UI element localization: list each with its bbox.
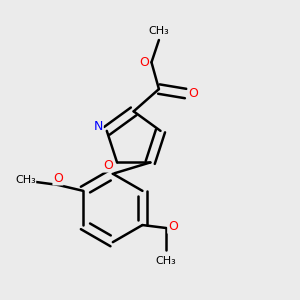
Text: O: O xyxy=(139,56,149,69)
Text: O: O xyxy=(53,172,63,185)
Text: N: N xyxy=(94,120,103,133)
Text: CH₃: CH₃ xyxy=(156,256,177,266)
Text: O: O xyxy=(103,159,113,172)
Text: CH₃: CH₃ xyxy=(148,26,169,36)
Text: CH₃: CH₃ xyxy=(15,176,36,185)
Text: O: O xyxy=(168,220,178,233)
Text: O: O xyxy=(188,87,198,100)
